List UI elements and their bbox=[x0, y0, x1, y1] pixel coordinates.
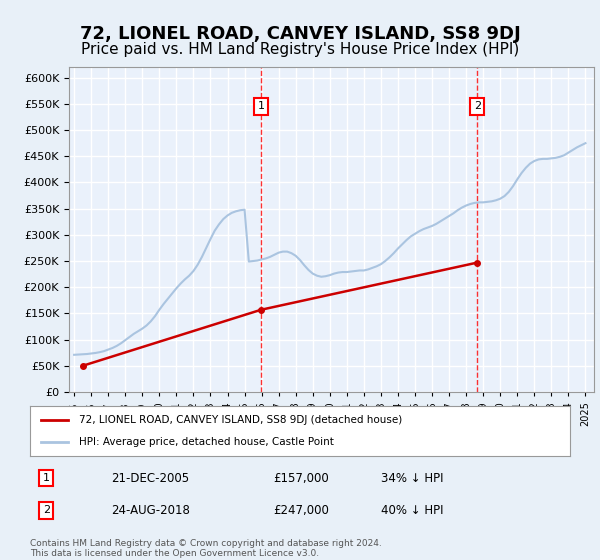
Text: 2: 2 bbox=[43, 505, 50, 515]
Text: £247,000: £247,000 bbox=[273, 504, 329, 517]
Text: 21-DEC-2005: 21-DEC-2005 bbox=[111, 472, 189, 484]
Text: 1: 1 bbox=[257, 101, 265, 111]
Text: HPI: Average price, detached house, Castle Point: HPI: Average price, detached house, Cast… bbox=[79, 437, 334, 447]
Text: Price paid vs. HM Land Registry's House Price Index (HPI): Price paid vs. HM Land Registry's House … bbox=[81, 42, 519, 57]
Text: £157,000: £157,000 bbox=[273, 472, 329, 484]
Text: 72, LIONEL ROAD, CANVEY ISLAND, SS8 9DJ (detached house): 72, LIONEL ROAD, CANVEY ISLAND, SS8 9DJ … bbox=[79, 415, 402, 425]
Text: 34% ↓ HPI: 34% ↓ HPI bbox=[381, 472, 443, 484]
Text: Contains HM Land Registry data © Crown copyright and database right 2024.
This d: Contains HM Land Registry data © Crown c… bbox=[30, 539, 382, 558]
Text: 1: 1 bbox=[43, 473, 50, 483]
Text: 40% ↓ HPI: 40% ↓ HPI bbox=[381, 504, 443, 517]
Text: 24-AUG-2018: 24-AUG-2018 bbox=[111, 504, 190, 517]
Text: 2: 2 bbox=[473, 101, 481, 111]
Text: 72, LIONEL ROAD, CANVEY ISLAND, SS8 9DJ: 72, LIONEL ROAD, CANVEY ISLAND, SS8 9DJ bbox=[80, 25, 520, 43]
